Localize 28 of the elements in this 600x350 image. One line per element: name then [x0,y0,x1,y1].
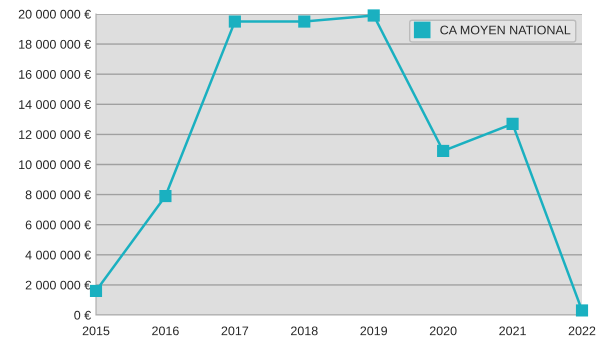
y-tick-label: 10 000 000 € [19,160,91,170]
legend-label: CA MOYEN NATIONAL [440,26,570,34]
x-tick-label: 2015 [82,326,110,336]
y-tick-label: 20 000 000 € [18,10,91,19]
y-tick-label: 2 000 000 € [26,280,91,290]
y-tick-label: 16 000 000 € [19,70,91,79]
point [368,9,380,22]
x-tick-label: 2022 [568,326,596,336]
point [298,15,310,28]
point [437,144,450,158]
point [506,118,519,130]
x-tick-label: 2018 [291,326,318,336]
y-tick-label: 6 000 000 € [26,220,91,230]
point [228,15,241,28]
point [90,284,102,297]
point [576,304,588,317]
y-tick-label: 14 000 000 € [19,100,91,109]
y-tick-label: 0 € [74,310,91,320]
point [159,190,172,202]
y-tick-label: 4 000 000 € [25,250,91,260]
x-tick-label: 2016 [152,326,179,336]
y-tick-label: 12 000 000 € [19,130,91,140]
x-tick-label: 2020 [430,326,457,336]
y-tick-label: 18 000 000 € [19,40,91,49]
x-tick-label: 2017 [222,326,248,336]
x-tick-label: 2019 [360,326,388,336]
y-tick-label: 8 000 000 € [26,190,91,200]
x-tick-label: 2021 [499,326,526,336]
